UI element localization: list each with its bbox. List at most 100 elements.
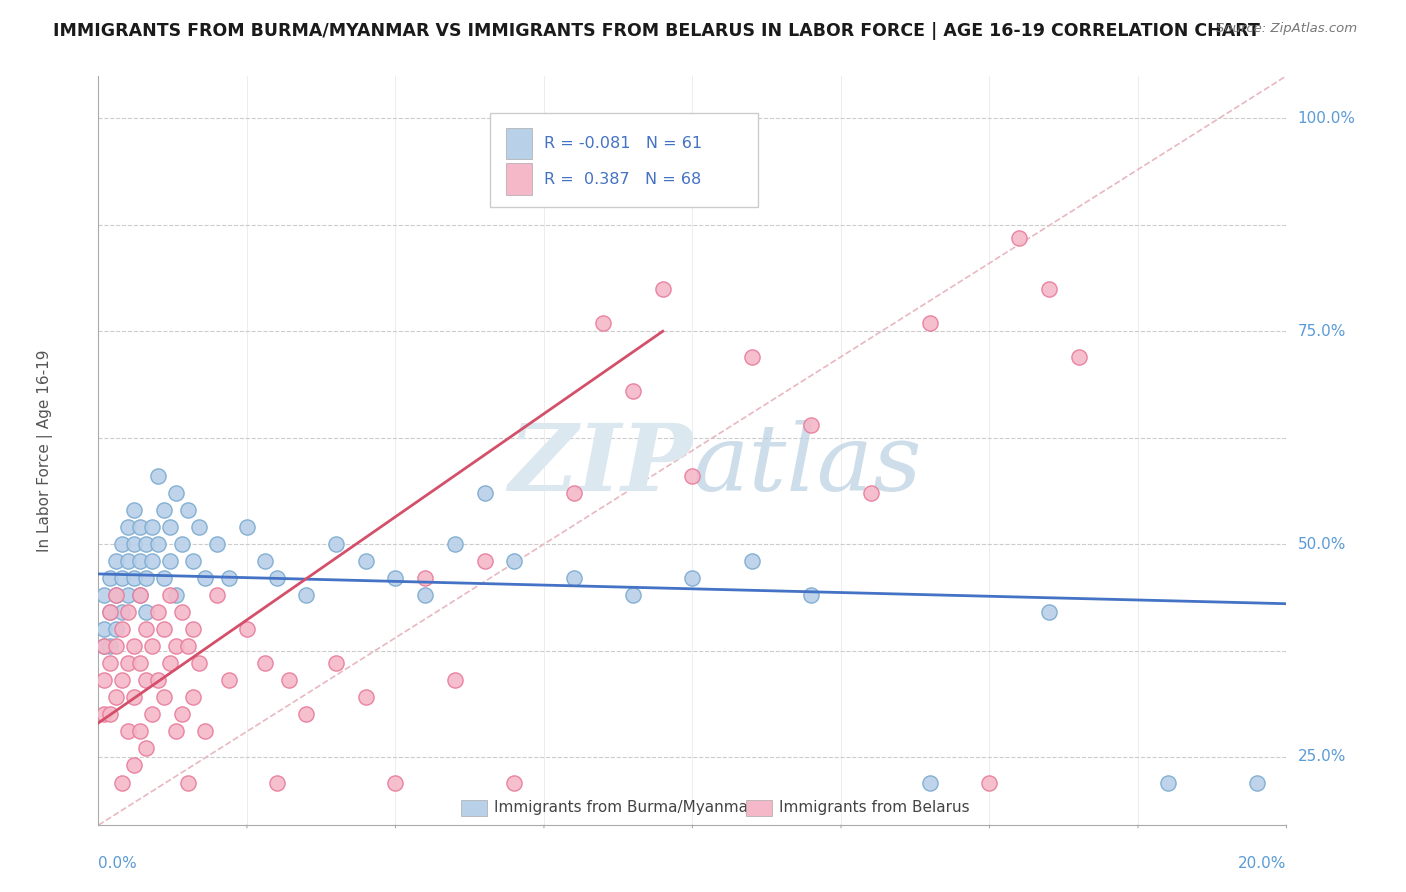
Point xyxy=(152,690,174,705)
Point xyxy=(194,724,217,739)
Point xyxy=(354,554,377,568)
Point xyxy=(384,775,406,789)
Point xyxy=(681,469,703,483)
Text: 75.0%: 75.0% xyxy=(1298,324,1346,339)
Point xyxy=(205,588,228,602)
Point xyxy=(1038,605,1060,619)
Point xyxy=(129,724,152,739)
Point xyxy=(1246,775,1268,789)
Point xyxy=(562,571,585,585)
FancyBboxPatch shape xyxy=(491,113,758,207)
Point xyxy=(503,775,526,789)
Point xyxy=(93,622,115,636)
Point xyxy=(194,571,217,585)
Point xyxy=(135,571,157,585)
Point xyxy=(295,588,318,602)
Point xyxy=(98,571,121,585)
Point xyxy=(443,673,465,688)
Point xyxy=(165,486,187,500)
Point xyxy=(165,588,187,602)
Text: atlas: atlas xyxy=(692,420,922,510)
Point xyxy=(205,537,228,551)
Point xyxy=(621,384,644,398)
Point xyxy=(117,520,139,534)
Point xyxy=(122,537,145,551)
Point xyxy=(920,775,942,789)
Point xyxy=(183,690,205,705)
Point xyxy=(741,554,763,568)
Point xyxy=(117,588,139,602)
Point xyxy=(236,520,259,534)
Point xyxy=(152,622,174,636)
Point xyxy=(111,673,134,688)
Point xyxy=(122,503,145,517)
Point xyxy=(474,486,496,500)
Point xyxy=(253,657,276,671)
Point xyxy=(592,316,614,330)
Point xyxy=(117,554,139,568)
Point xyxy=(277,673,299,688)
Point xyxy=(176,775,198,789)
Point xyxy=(1038,282,1060,296)
Point xyxy=(146,537,169,551)
Point xyxy=(93,640,115,654)
Point xyxy=(111,622,134,636)
Point xyxy=(170,605,193,619)
Point xyxy=(146,469,169,483)
Point xyxy=(474,554,496,568)
Point xyxy=(1008,230,1031,244)
Point xyxy=(253,554,276,568)
Point xyxy=(651,282,673,296)
Point xyxy=(98,605,121,619)
Point xyxy=(129,588,152,602)
Text: Immigrants from Belarus: Immigrants from Belarus xyxy=(779,800,970,815)
Point xyxy=(129,520,152,534)
Point xyxy=(159,588,181,602)
Point xyxy=(188,520,211,534)
Point xyxy=(98,605,121,619)
Point xyxy=(105,554,128,568)
Point xyxy=(354,690,377,705)
Point xyxy=(176,503,198,517)
Point xyxy=(141,707,163,722)
Point xyxy=(135,622,157,636)
Point xyxy=(681,571,703,585)
Point xyxy=(859,486,882,500)
Point xyxy=(93,707,115,722)
Point xyxy=(146,673,169,688)
Point xyxy=(295,707,318,722)
Point xyxy=(176,640,198,654)
Point xyxy=(562,486,585,500)
Text: 0.0%: 0.0% xyxy=(98,855,138,871)
Point xyxy=(111,537,134,551)
Point xyxy=(129,554,152,568)
Point xyxy=(165,724,187,739)
Point xyxy=(413,571,436,585)
Point xyxy=(159,520,181,534)
Point xyxy=(141,640,163,654)
Point xyxy=(122,758,145,772)
Point xyxy=(129,588,152,602)
Point xyxy=(98,707,121,722)
Bar xyxy=(461,799,486,816)
Point xyxy=(141,554,163,568)
Text: ZIP: ZIP xyxy=(508,420,692,510)
Point xyxy=(146,605,169,619)
Point xyxy=(159,657,181,671)
Point xyxy=(122,640,145,654)
Point xyxy=(920,316,942,330)
Point xyxy=(122,690,145,705)
Point xyxy=(413,588,436,602)
Point xyxy=(183,622,205,636)
Point xyxy=(117,605,139,619)
Text: 100.0%: 100.0% xyxy=(1298,111,1355,126)
Bar xyxy=(506,163,531,195)
Point xyxy=(135,673,157,688)
Text: 20.0%: 20.0% xyxy=(1239,855,1286,871)
Text: 50.0%: 50.0% xyxy=(1298,537,1346,551)
Point xyxy=(741,350,763,364)
Point xyxy=(111,775,134,789)
Point xyxy=(105,588,128,602)
Point xyxy=(1067,350,1090,364)
Text: In Labor Force | Age 16-19: In Labor Force | Age 16-19 xyxy=(37,349,53,552)
